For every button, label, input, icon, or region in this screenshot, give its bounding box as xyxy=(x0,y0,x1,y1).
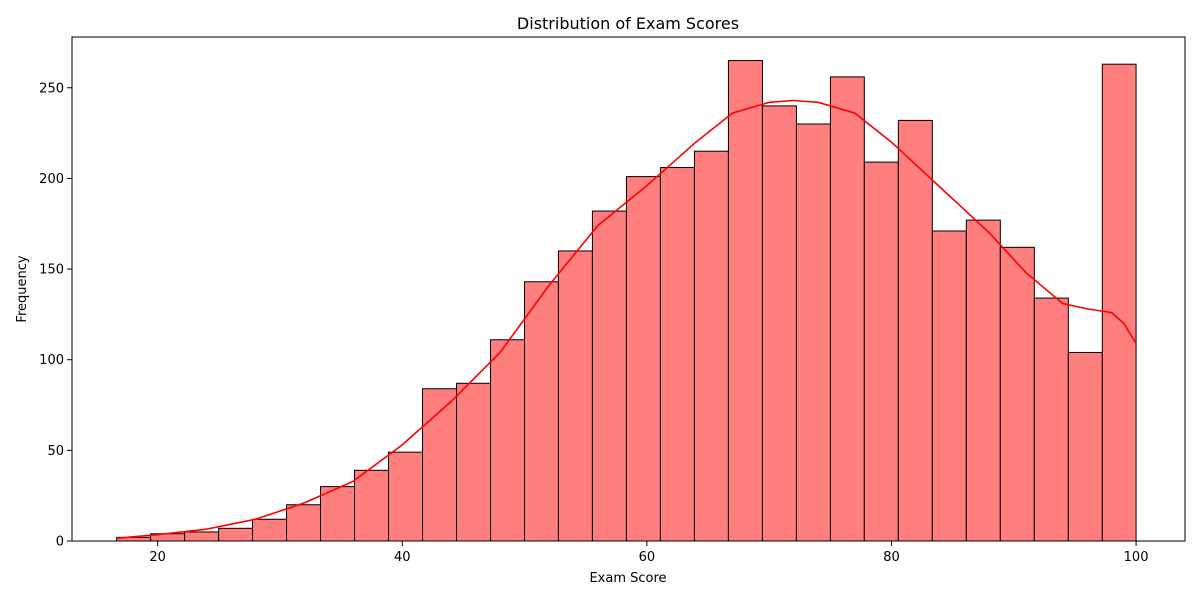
bars-layer xyxy=(116,60,1137,542)
histogram-bar-4 xyxy=(252,518,288,542)
y-tick-label: 150 xyxy=(39,263,64,278)
histogram-bar-8 xyxy=(388,451,424,542)
y-axis-ticks: 0 50 100 150 200 250 xyxy=(39,81,72,550)
histogram-bar-29 xyxy=(1101,63,1137,542)
histogram-bar-27 xyxy=(1033,297,1069,542)
y-tick-label: 200 xyxy=(39,172,64,187)
histogram-bar-22 xyxy=(863,161,899,542)
histogram-bar-23 xyxy=(897,119,933,542)
histogram-bar-10 xyxy=(456,382,492,542)
y-tick-label: 100 xyxy=(39,353,64,368)
histogram-bar-5 xyxy=(286,504,322,542)
x-tick-label: 100 xyxy=(1124,550,1149,565)
histogram-bar-24 xyxy=(931,230,967,542)
histogram-bar-2 xyxy=(184,531,220,542)
x-axis-label: Exam Score xyxy=(589,571,666,586)
histogram-bar-25 xyxy=(965,219,1001,542)
histogram-bar-18 xyxy=(727,60,763,542)
histogram-bar-26 xyxy=(999,246,1035,542)
histogram-bar-17 xyxy=(693,150,729,542)
histogram-bar-14 xyxy=(591,210,627,542)
y-tick-label: 0 xyxy=(56,535,64,550)
histogram-bar-6 xyxy=(320,486,356,542)
y-tick-label: 50 xyxy=(47,444,64,459)
y-tick-label: 250 xyxy=(39,81,64,96)
x-tick-label: 60 xyxy=(639,550,656,565)
histogram-bar-20 xyxy=(795,123,831,542)
histogram-bar-19 xyxy=(761,105,797,542)
histogram-bar-7 xyxy=(354,469,390,542)
histogram-bar-12 xyxy=(524,281,559,542)
histogram-bar-11 xyxy=(490,339,526,542)
histogram-bar-15 xyxy=(625,176,661,542)
y-axis-label: Frequency xyxy=(15,255,30,322)
x-tick-label: 80 xyxy=(883,550,900,565)
histogram-bar-3 xyxy=(218,527,254,542)
histogram-bar-21 xyxy=(829,76,865,542)
x-axis-ticks: 20 40 60 80 100 xyxy=(149,541,1148,565)
chart-title: Distribution of Exam Scores xyxy=(517,14,739,33)
x-tick-label: 20 xyxy=(149,550,166,565)
plot-frame xyxy=(71,36,1186,542)
x-tick-label: 40 xyxy=(394,550,411,565)
histogram-bar-9 xyxy=(422,388,458,542)
histogram-bar-28 xyxy=(1067,351,1103,542)
histogram-bar-16 xyxy=(659,167,695,542)
histogram-bar-13 xyxy=(557,250,593,542)
kde-curve xyxy=(115,99,1137,540)
